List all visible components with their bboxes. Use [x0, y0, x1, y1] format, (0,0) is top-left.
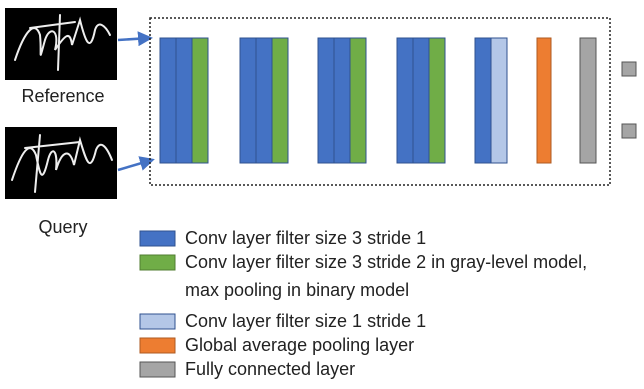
output-node — [622, 124, 636, 138]
legend-label: Global average pooling layer — [185, 335, 414, 355]
query-image — [5, 127, 117, 199]
output-node — [622, 62, 636, 76]
legend-label: max pooling in binary model — [185, 280, 409, 300]
input-label: Query — [38, 217, 87, 237]
legend-label: Conv layer filter size 3 stride 2 in gra… — [185, 252, 587, 272]
page: Reference Query Conv layer filter size 3… — [0, 0, 644, 389]
input-label: Reference — [21, 86, 104, 106]
layers — [160, 38, 596, 163]
diagram: Reference Query Conv layer filter size 3… — [0, 0, 644, 389]
legend: Conv layer filter size 3 stride 1 Conv l… — [140, 228, 587, 379]
arrow — [118, 160, 152, 170]
legend-label: Conv layer filter size 1 stride 1 — [185, 311, 426, 331]
legend-label: Conv layer filter size 3 stride 1 — [185, 228, 426, 248]
reference-image — [5, 8, 117, 80]
arrow — [118, 38, 150, 40]
legend-label: Fully connected layer — [185, 359, 355, 379]
